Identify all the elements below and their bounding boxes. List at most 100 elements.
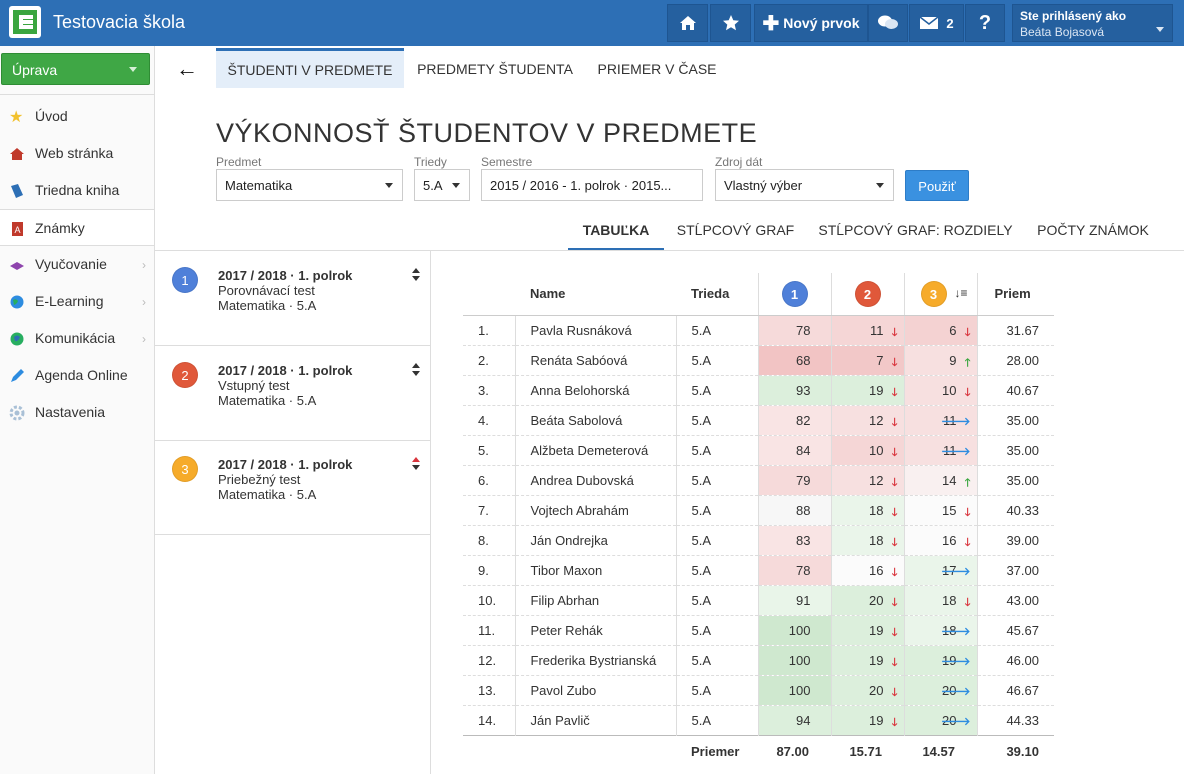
sidebar-item-e-learning[interactable]: E-Learning › <box>0 283 154 320</box>
table-row[interactable]: 6. Andrea Dubovská 5.A 79 12 🡓 14 🡑 35.00 <box>463 465 1054 496</box>
help-button[interactable]: ? <box>965 4 1005 42</box>
score-test-2: 19 🡓 <box>830 645 904 676</box>
col-test-1[interactable]: 1 <box>757 273 831 316</box>
student-name-value: Ján Ondrejka <box>530 532 608 548</box>
student-average-value: 45.67 <box>1006 622 1039 638</box>
student-name-value: Andrea Dubovská <box>530 472 634 488</box>
caret-down-icon <box>385 183 393 188</box>
student-name: Filip Abrhan <box>514 585 676 616</box>
table-row[interactable]: 10. Filip Abrhan 5.A 91 20 🡓 18 🡓 43.00 <box>463 585 1054 616</box>
student-average-value: 35.00 <box>1006 472 1039 488</box>
table-row[interactable]: 4. Beáta Sabolová 5.A 82 12 🡓 11 🡒 35.00 <box>463 405 1054 436</box>
sidebar-item-uvod[interactable]: ★ Úvod <box>0 98 154 135</box>
row-index-value: 10. <box>478 592 497 608</box>
edit-label: Úprava <box>12 62 58 78</box>
class-select[interactable]: 5.A <box>414 169 470 201</box>
student-class: 5.A <box>675 465 758 496</box>
semester-select[interactable]: 2015 / 2016 - 1. polrok · 2015... <box>481 169 703 201</box>
table-row[interactable]: 12. Frederika Bystrianská 5.A 100 19 🡓 19 🡒 46.0… <box>463 645 1054 676</box>
col-test-2[interactable]: 2 <box>830 273 904 316</box>
app-title[interactable]: Testovacia škola <box>53 12 186 32</box>
table-row[interactable]: 13. Pavol Zubo 5.A 100 20 🡓 20 🡒 46.67 <box>463 675 1054 706</box>
table-row[interactable]: 11. Peter Rehák 5.A 100 19 🡓 18 🡒 45.67 <box>463 615 1054 646</box>
tab-grade-counts[interactable]: POČTY ZNÁMOK <box>1037 222 1149 238</box>
sidebar-item-triedna-kniha[interactable]: Triedna kniha <box>0 172 154 209</box>
col-class[interactable]: Trieda <box>676 273 758 316</box>
student-class-value: 5.A <box>691 442 712 458</box>
table-row[interactable]: 1. Pavla Rusnáková 5.A 78 11 🡓 6 🡓 31.67 <box>463 315 1054 346</box>
student-class-value: 5.A <box>691 352 712 368</box>
student-average: 39.00 <box>976 525 1054 556</box>
sidebar-item-label: Komunikácia <box>35 330 116 346</box>
test-number-badge: 1 <box>172 267 198 293</box>
table-row[interactable]: 3. Anna Belohorská 5.A 93 19 🡓 10 🡓 40.67 <box>463 375 1054 406</box>
sort-arrows-icon[interactable] <box>411 268 421 281</box>
score-test-1: 68 <box>757 345 831 376</box>
class-value: 5.A <box>423 178 443 193</box>
sidebar-item-znamky[interactable]: A Známky <box>0 209 154 246</box>
edit-dropdown-button[interactable]: Úprava <box>1 53 150 85</box>
row-index-value: 11. <box>478 622 496 638</box>
arrow-down-icon: 🡓 <box>891 686 898 699</box>
student-class-value: 5.A <box>691 502 712 518</box>
messages-button[interactable]: 2 <box>909 4 964 42</box>
row-index-value: 1. <box>478 322 489 338</box>
table-row[interactable]: 2. Renáta Sabóová 5.A 68 7 🡓 9 🡑 28.00 <box>463 345 1054 376</box>
globe-icon <box>9 294 25 310</box>
table-row[interactable]: 7. Vojtech Abrahám 5.A 88 18 🡓 15 🡓 40.33 <box>463 495 1054 526</box>
favorites-button[interactable] <box>710 4 751 42</box>
tab-table[interactable]: TABUĽKA <box>568 212 664 250</box>
row-index-value: 3. <box>478 382 489 398</box>
subject-select[interactable]: Matematika <box>216 169 403 201</box>
table-row[interactable]: 5. Alžbeta Demeterová 5.A 84 10 🡓 11 🡒 35.00 <box>463 435 1054 466</box>
table-row[interactable]: 8. Ján Ondrejka 5.A 83 18 🡓 16 🡓 39.00 <box>463 525 1054 556</box>
col-test-3[interactable]: 3 ↓≡ <box>903 273 977 316</box>
new-item-button[interactable]: ✚ Nový prvok <box>754 4 868 42</box>
student-average: 44.33 <box>976 705 1054 736</box>
test-number-badge: 1 <box>781 280 808 307</box>
sort-arrows-icon[interactable] <box>411 363 421 376</box>
sort-descending-icon[interactable]: ↓≡ <box>954 286 968 300</box>
row-index-value: 2. <box>478 352 489 368</box>
tab-predmety-studenta[interactable]: PREDMETY ŠTUDENTA <box>417 61 573 77</box>
tab-studenti-v-predmete[interactable]: ŠTUDENTI V PREDMETE <box>216 48 404 88</box>
sidebar-item-komunikacia[interactable]: Komunikácia › <box>0 320 154 357</box>
sidebar-item-vyucovanie[interactable]: Vyučovanie › <box>0 246 154 283</box>
sort-arrows-icon[interactable] <box>411 457 421 470</box>
user-menu[interactable]: Ste prihlásený ako Beáta Bojasová <box>1012 4 1173 42</box>
arrow-down-icon: 🡓 <box>964 596 971 609</box>
tab-bar-chart[interactable]: STĹPCOVÝ GRAF <box>676 222 795 238</box>
score-test-1-value: 83 <box>796 532 811 548</box>
apply-button[interactable]: Použiť <box>905 170 969 201</box>
student-average: 40.33 <box>976 495 1054 526</box>
app-logo[interactable] <box>9 6 41 38</box>
tab-priemer-v-case[interactable]: PRIEMER V ČASE <box>597 61 717 77</box>
sidebar-item-nastavenia[interactable]: Nastavenia <box>0 394 154 431</box>
sidebar-item-web-stranka[interactable]: Web stránka <box>0 135 154 172</box>
student-average: 45.67 <box>976 615 1054 646</box>
score-test-2: 19 🡓 <box>830 705 904 736</box>
sidebar-item-agenda-online[interactable]: Agenda Online <box>0 357 154 394</box>
home-button[interactable] <box>667 4 708 42</box>
score-test-1: 79 <box>757 465 831 496</box>
tab-bar-chart-differences[interactable]: STĹPCOVÝ GRAF: ROZDIELY <box>818 222 1013 238</box>
discussion-button[interactable] <box>868 4 908 42</box>
chevron-right-icon: › <box>142 332 146 346</box>
student-name-value: Renáta Sabóová <box>530 352 628 368</box>
student-class: 5.A <box>675 615 758 646</box>
footer-empty <box>515 734 676 767</box>
table-row[interactable]: 9. Tibor Maxon 5.A 78 16 🡓 17 🡒 37.00 <box>463 555 1054 586</box>
score-test-3-value: 10 <box>942 382 957 398</box>
test-panel-2[interactable]: 2 2017 / 2018 · 1. polrok Vstupný test M… <box>155 346 430 441</box>
col-average[interactable]: Priem <box>976 273 1054 316</box>
col-name[interactable]: Name <box>515 273 676 316</box>
source-select[interactable]: Vlastný výber <box>715 169 894 201</box>
table-row[interactable]: 14. Ján Pavlič 5.A 94 19 🡓 20 🡒 44.33 <box>463 705 1054 736</box>
back-arrow-icon[interactable]: ← <box>176 56 198 81</box>
student-average: 40.67 <box>976 375 1054 406</box>
score-test-1-value: 79 <box>796 472 811 488</box>
test-name: Priebežný test <box>218 472 301 487</box>
sidebar-divider <box>0 94 154 95</box>
test-panel-1[interactable]: 1 2017 / 2018 · 1. polrok Porovnávací te… <box>155 251 430 346</box>
test-panel-3[interactable]: 3 2017 / 2018 · 1. polrok Priebežný test… <box>155 440 430 535</box>
